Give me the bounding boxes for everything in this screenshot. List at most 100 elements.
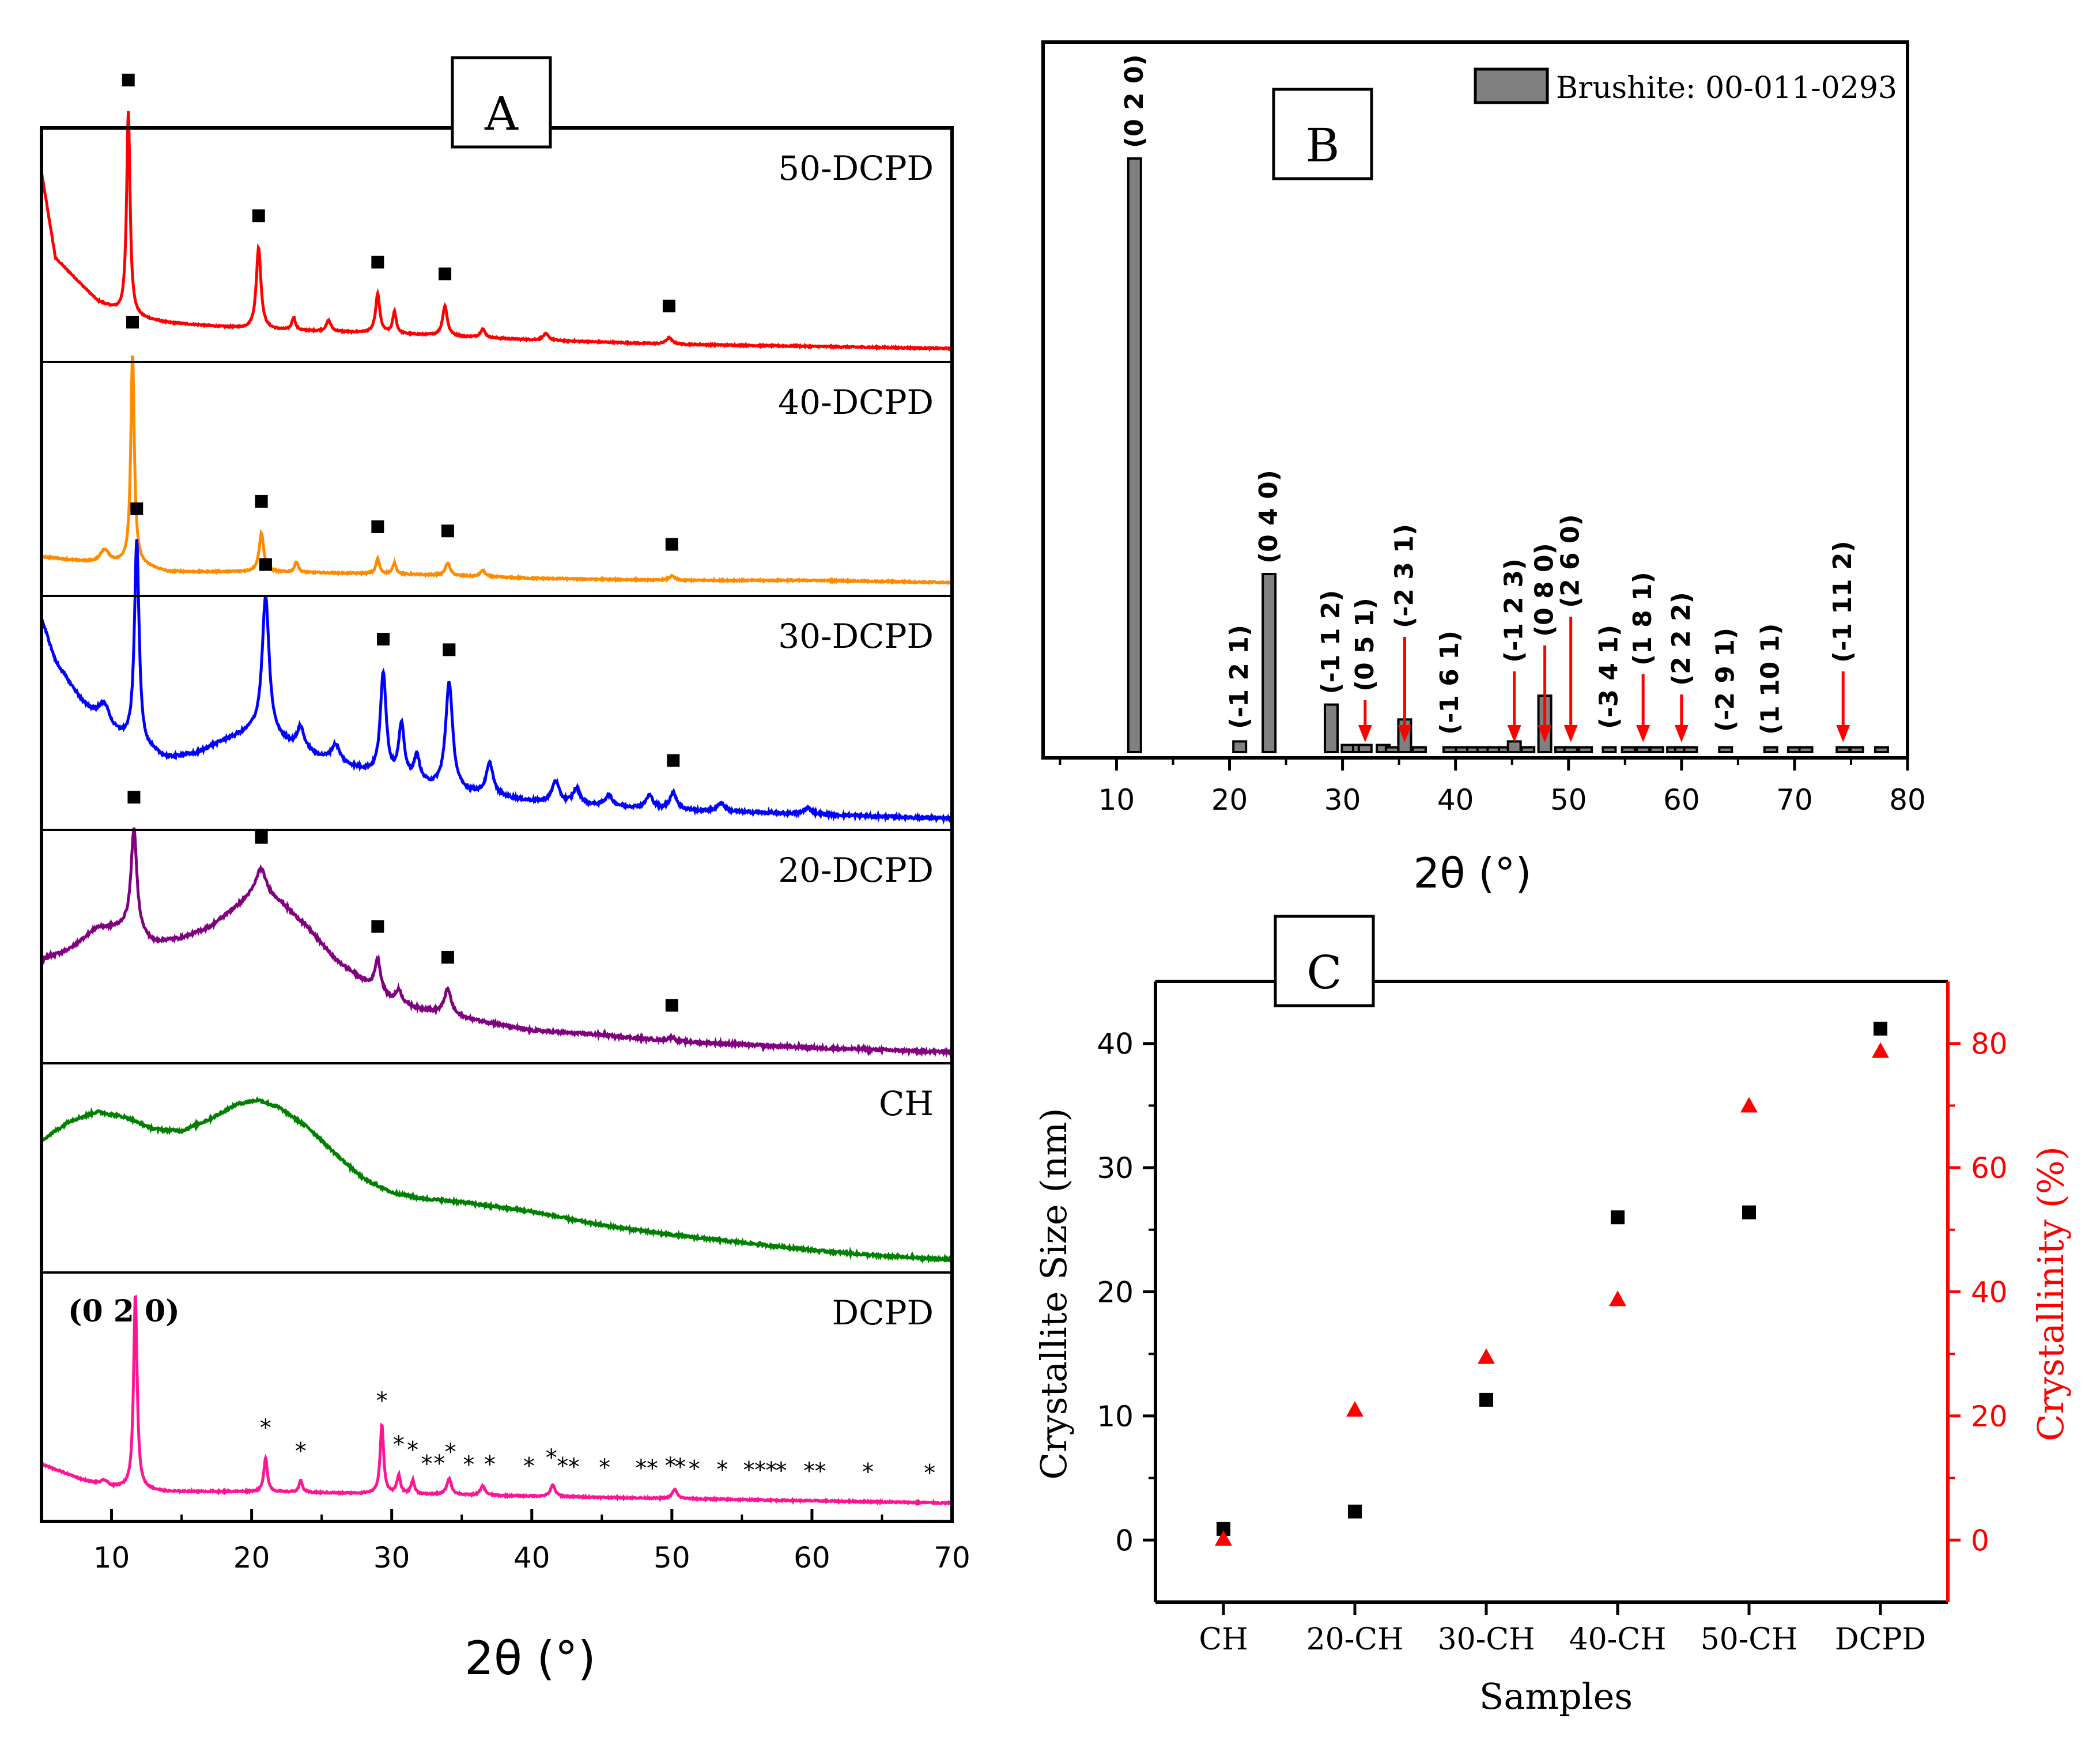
peak-star: *	[484, 1452, 496, 1478]
brushite-bar	[1763, 746, 1778, 754]
peak-marker	[126, 315, 139, 328]
miller-index-label: (1 8 1)	[1628, 572, 1657, 666]
brushite-bar	[1798, 746, 1814, 754]
peak-star: *	[689, 1456, 700, 1482]
crystallite-size-point	[1611, 1210, 1625, 1225]
brushite-bar	[1874, 746, 1889, 754]
panel-b-title-box	[1272, 88, 1373, 180]
peak-star: *	[765, 1457, 777, 1484]
brushite-bar	[1442, 746, 1457, 754]
x-tick-label: 20	[1211, 783, 1248, 817]
trace-label-50-dcpd: 50-DCPD	[778, 149, 934, 188]
miller-index-label: (-1 11 2)	[1828, 541, 1857, 663]
red-arrow-head	[1563, 725, 1578, 742]
x-tick-label: 50	[1550, 783, 1587, 817]
trace-label-40-dcpd: 40-DCPD	[778, 383, 934, 422]
y-right-tick-label: 40	[1971, 1276, 2008, 1309]
peak-marker	[252, 209, 265, 222]
red-arrow-head	[1674, 725, 1689, 742]
peak-star: *	[599, 1455, 610, 1481]
miller-index-label: (-2 3 1)	[1389, 524, 1419, 628]
trace-label-ch: CH	[879, 1084, 934, 1123]
peak-star: *	[924, 1460, 935, 1486]
trace-30-dcpd	[40, 539, 954, 825]
red-arrow-head	[1538, 725, 1552, 742]
trace-ch	[40, 1096, 953, 1264]
peak-star: *	[674, 1454, 686, 1481]
peak-marker	[665, 538, 678, 551]
brushite-bar	[1578, 746, 1593, 754]
peak-star: *	[546, 1445, 557, 1471]
brushite-bar	[1520, 746, 1536, 754]
peak-marker	[371, 520, 384, 533]
x-tick-label: 80	[1889, 783, 1926, 817]
panel-c-right-axis-label: Crystallinity (%)	[2030, 1146, 2072, 1441]
peak-star: *	[407, 1437, 418, 1463]
trace-40-dcpd	[41, 355, 954, 586]
crystallinity-point	[1478, 1348, 1495, 1364]
panel-a-title: A	[484, 87, 519, 141]
brushite-bar	[1384, 746, 1400, 754]
peak-star: *	[463, 1452, 474, 1478]
panel-c-x-axis-label: Samples	[1479, 1675, 1633, 1717]
crystallinity-point	[1346, 1401, 1364, 1417]
brushite-bar	[1411, 746, 1427, 754]
x-tick-label: 10	[1098, 783, 1135, 817]
peak-star: *	[716, 1457, 728, 1483]
brushite-bar	[1563, 746, 1578, 754]
brushite-bar	[1127, 157, 1142, 753]
miller-index-label: (1 10 1)	[1756, 624, 1785, 735]
miller-index-label: (-1 2 1)	[1225, 625, 1254, 729]
peak-marker	[667, 754, 680, 767]
peak-marker	[130, 502, 143, 515]
y-left-tick-label: 30	[1097, 1151, 1134, 1185]
red-arrow-head	[1358, 725, 1372, 742]
brushite-bar	[1261, 573, 1277, 753]
brushite-bar	[1602, 746, 1617, 754]
panel-b-title: B	[1306, 119, 1340, 172]
crystallinity-point	[1740, 1097, 1758, 1113]
miller-index-label: (-1 6 1)	[1435, 630, 1464, 735]
brushite-bar	[1636, 746, 1651, 754]
peak-star: *	[635, 1455, 647, 1482]
peak-star: *	[862, 1459, 874, 1486]
peak-marker	[662, 299, 675, 312]
peak-marker	[255, 830, 268, 844]
peak-marker	[665, 999, 678, 1012]
miller-index-label: (2 6 0)	[1556, 514, 1585, 608]
panel-c-left-axis-label: Crystallite Size (nm)	[1033, 1108, 1075, 1479]
panel-c-title-box	[1274, 915, 1375, 1007]
brushite-bar	[1232, 740, 1248, 753]
y-right-tick-label: 60	[1971, 1151, 2008, 1185]
x-tick-label: 50	[654, 1541, 690, 1574]
peak-star: *	[445, 1439, 456, 1466]
peak-marker	[443, 643, 456, 656]
peak-marker	[371, 920, 384, 933]
crystallite-size-point	[1874, 1021, 1887, 1036]
miller-index-label: (-3 4 1)	[1594, 625, 1623, 729]
peak-marker	[122, 73, 135, 86]
brushite-bar	[1357, 743, 1373, 754]
peak-marker	[255, 494, 268, 508]
x-tick-label: 70	[1776, 783, 1813, 817]
brushite-bar	[1849, 746, 1864, 754]
y-left-tick-label: 40	[1097, 1028, 1134, 1061]
panel-a-title-box	[451, 56, 552, 149]
miller-index-label: (-2 9 1)	[1710, 628, 1740, 732]
crystallinity-point	[1215, 1530, 1232, 1546]
crystallite-size-point	[1348, 1504, 1362, 1519]
brushite-bar	[1324, 703, 1339, 753]
red-arrow-head	[1836, 725, 1850, 742]
panel-b-plot-frame	[1041, 40, 1909, 760]
x-tick-label: 60	[794, 1541, 830, 1574]
trace-label-30-dcpd: 30-DCPD	[778, 617, 934, 656]
x-tick-label: 20	[233, 1541, 270, 1574]
x-category-label: 50-CH	[1701, 1622, 1798, 1657]
panel-c-title: C	[1306, 946, 1342, 999]
crystallite-size-point	[1479, 1392, 1493, 1407]
y-left-tick-label: 20	[1097, 1276, 1134, 1309]
brushite-bar	[1506, 740, 1522, 753]
y-left-tick-label: 0	[1115, 1524, 1134, 1557]
